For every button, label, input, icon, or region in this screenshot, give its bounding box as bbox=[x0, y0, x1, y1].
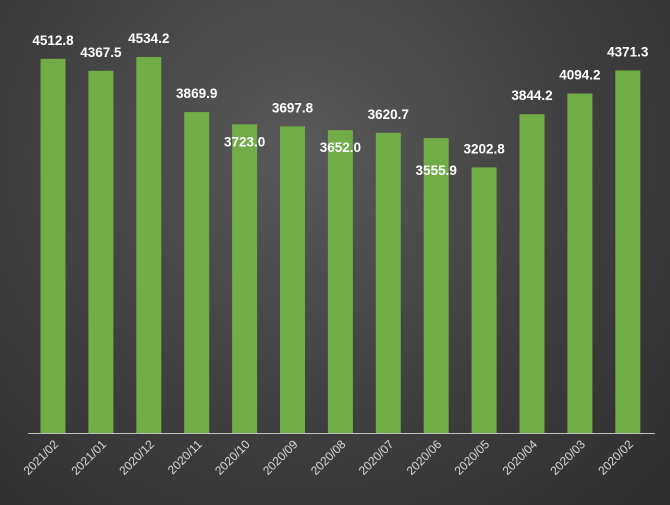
bars-group bbox=[40, 57, 641, 434]
bar-2020/06 bbox=[423, 138, 449, 433]
value-label: 4534.2 bbox=[128, 31, 169, 46]
x-tick-label: 2021/01 bbox=[68, 437, 109, 478]
bar-2020/11 bbox=[184, 112, 210, 433]
x-tick-label: 2020/07 bbox=[356, 437, 397, 478]
value-label: 4367.5 bbox=[80, 45, 122, 60]
value-label: 4094.2 bbox=[559, 68, 600, 83]
bar-2020/05 bbox=[471, 167, 497, 433]
x-tick-label: 2020/06 bbox=[404, 437, 445, 478]
value-label: 3555.9 bbox=[416, 163, 457, 178]
x-tick-label: 2020/10 bbox=[212, 437, 253, 478]
value-label: 3723.0 bbox=[224, 134, 265, 149]
x-tick-label: 2020/12 bbox=[116, 437, 157, 478]
x-tick-label: 2020/08 bbox=[308, 437, 349, 478]
bar-2020/12 bbox=[136, 57, 162, 433]
value-label: 3697.8 bbox=[272, 100, 314, 115]
x-tick-label: 2021/02 bbox=[21, 437, 62, 478]
value-labels-group: 4512.8 4367.5 4534.2 3869.9 3723.0 3697.8 3652… bbox=[32, 31, 649, 178]
bar-2020/10 bbox=[232, 124, 258, 434]
bar-2020/03 bbox=[567, 93, 593, 433]
value-label: 3202.8 bbox=[463, 141, 505, 156]
value-label: 3844.2 bbox=[511, 88, 552, 103]
x-tick-label: 2020/11 bbox=[165, 437, 205, 477]
value-label: 3869.9 bbox=[176, 86, 217, 101]
value-label: 3620.7 bbox=[368, 107, 409, 122]
value-label: 4371.3 bbox=[607, 45, 649, 60]
x-tick-label: 2020/02 bbox=[595, 437, 636, 478]
x-tick-labels-group: 2021/02 2021/01 2020/12 2020/11 2020/10 2020/… bbox=[21, 437, 637, 478]
x-tick-label: 2020/04 bbox=[500, 437, 541, 478]
bar-2021/01 bbox=[88, 70, 114, 434]
value-label: 4512.8 bbox=[32, 33, 74, 48]
bar-2020/04 bbox=[519, 114, 545, 433]
bar-2020/09 bbox=[280, 126, 305, 434]
x-tick-label: 2020/09 bbox=[260, 437, 301, 478]
bar-2020/02 bbox=[615, 70, 641, 433]
x-tick-label: 2020/05 bbox=[452, 437, 493, 478]
x-tick-label: 2020/03 bbox=[547, 437, 588, 478]
value-label: 3652.0 bbox=[320, 140, 361, 155]
bar-2020/08 bbox=[327, 130, 353, 433]
bar-2021/02 bbox=[40, 58, 66, 434]
bar-2020/07 bbox=[375, 132, 401, 434]
